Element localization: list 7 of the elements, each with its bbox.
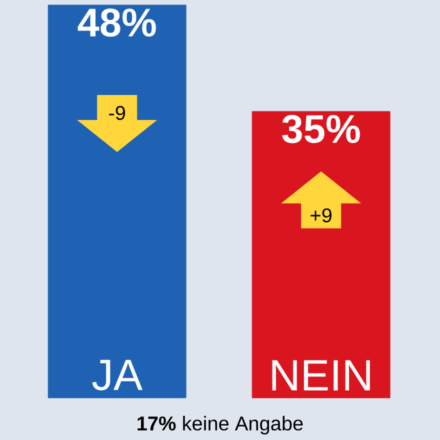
annotation: +9 — [310, 208, 332, 222]
x-tick-label: JA — [92, 360, 143, 390]
annotation: -9 — [109, 106, 126, 120]
x-tick-label: NEIN — [272, 360, 370, 390]
data-label: 35% — [282, 114, 360, 144]
data-label: 48% — [78, 8, 156, 37]
text: 17% keine Angabe — [138, 416, 303, 434]
